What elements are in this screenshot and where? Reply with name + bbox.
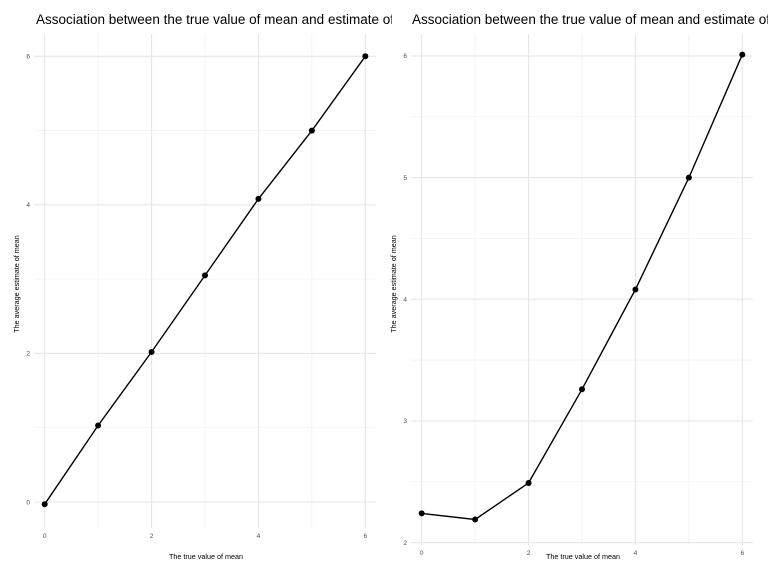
right-x-tick-label: 6	[741, 550, 745, 557]
right-data-point	[739, 51, 746, 58]
left-x-axis-label: The true value of mean	[169, 552, 243, 561]
left-y-tick-label: 6	[26, 54, 30, 61]
right-y-tick-label: 5	[403, 175, 407, 182]
right-x-tick-label: 0	[420, 550, 424, 557]
left-x-tick-label: 2	[150, 533, 154, 540]
left-plot-area: 0 2 4 6 0 2 4 6	[26, 34, 376, 540]
right-data-point	[525, 479, 532, 486]
right-data-point	[579, 386, 585, 393]
right-chart-panel: Association between the true value of me…	[389, 12, 768, 561]
left-data-point	[308, 127, 315, 134]
left-data-point	[95, 422, 102, 429]
right-chart-title: Association between the true value of me…	[412, 12, 768, 27]
left-data-point	[362, 53, 369, 60]
right-data-point	[472, 516, 479, 523]
left-data-point	[41, 501, 48, 508]
left-y-tick-label: 4	[26, 202, 30, 209]
left-chart-panel: Association between the true value of me…	[12, 12, 432, 561]
right-data-point	[685, 174, 692, 181]
right-y-tick-label: 2	[403, 540, 407, 547]
left-data-point	[148, 348, 155, 355]
right-x-axis-label: The true value of mean	[546, 552, 620, 561]
right-y-tick-label: 3	[403, 418, 407, 425]
right-x-tick-label: 2	[527, 550, 531, 557]
left-y-tick-label: 0	[26, 499, 30, 506]
right-x-tick-label: 4	[634, 550, 638, 557]
right-y-tick-label: 4	[403, 297, 407, 304]
right-plot-area: 0 2 4 6 2 3 4 5 6	[403, 34, 753, 557]
left-chart-title: Association between the true value of me…	[36, 12, 432, 27]
left-x-tick-label: 6	[364, 533, 368, 540]
left-y-tick-label: 2	[26, 351, 30, 358]
right-data-point	[632, 286, 639, 293]
left-y-axis-label: The average estimate of mean	[12, 235, 21, 332]
right-data-point	[418, 510, 425, 517]
left-x-tick-label: 0	[43, 533, 47, 540]
right-y-tick-label: 6	[403, 53, 407, 60]
left-data-point	[202, 272, 208, 279]
left-x-tick-label: 4	[257, 533, 261, 540]
left-data-point	[255, 195, 262, 202]
right-y-axis-label: The average estimate of mean	[389, 235, 398, 332]
